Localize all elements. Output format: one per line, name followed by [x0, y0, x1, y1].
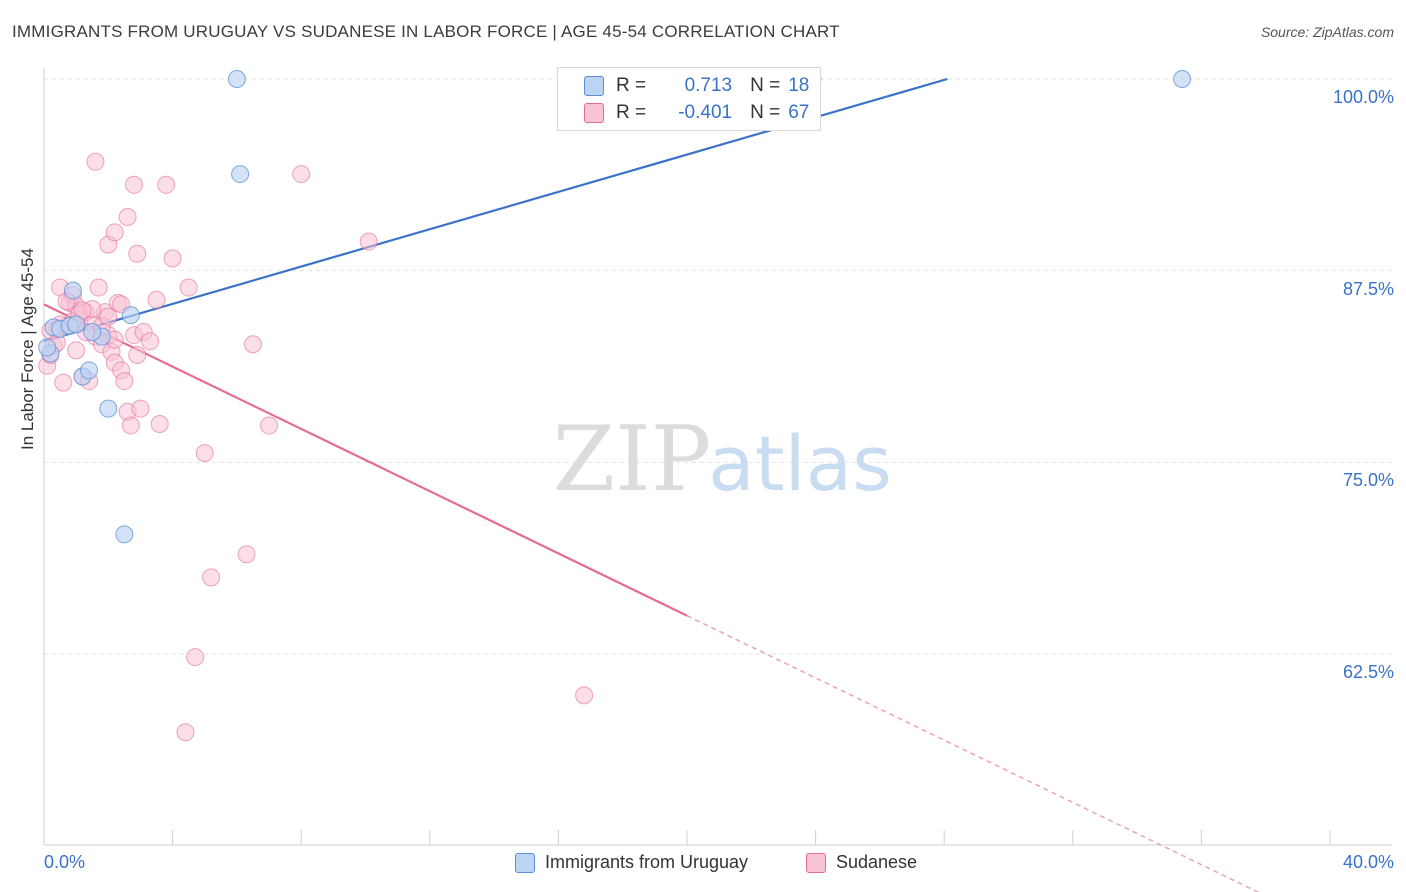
point-uruguay: [1173, 70, 1192, 88]
n-label: N =: [750, 102, 781, 123]
point-sudanese: [147, 290, 166, 309]
n-value: 67: [788, 102, 810, 123]
series-legend: Immigrants from Uruguay Sudanese: [0, 852, 1406, 876]
point-sudanese: [105, 223, 124, 242]
point-uruguay: [80, 361, 99, 380]
y-tick-label: 75.0%: [1342, 470, 1394, 491]
trendline-sudanese-extension: [686, 614, 1260, 892]
n-label: N =: [750, 75, 781, 96]
axes: [43, 68, 1392, 846]
point-sudanese: [163, 249, 182, 268]
uruguay-swatch: [584, 76, 604, 96]
watermark-atlas: atlas: [708, 419, 892, 508]
point-sudanese: [195, 444, 214, 463]
point-sudanese: [115, 372, 134, 391]
point-uruguay: [99, 399, 118, 418]
point-sudanese: [179, 278, 198, 297]
point-sudanese: [243, 335, 262, 354]
point-sudanese: [128, 244, 147, 263]
point-sudanese: [237, 545, 256, 564]
r-label: R =: [616, 102, 647, 123]
n-value: 18: [788, 75, 810, 96]
legend-row-uruguay: R = 0.713 N = 18: [584, 74, 809, 98]
r-label: R =: [616, 75, 647, 96]
point-sudanese: [186, 648, 205, 667]
y-tick-label: 62.5%: [1342, 662, 1394, 682]
y-axis-label: In Labor Force | Age 45-54: [18, 248, 37, 450]
point-uruguay: [231, 165, 250, 184]
point-sudanese: [260, 416, 279, 435]
data-points: [38, 70, 1192, 742]
point-uruguay: [121, 306, 140, 325]
point-uruguay: [63, 281, 82, 300]
legend-label: Sudanese: [836, 852, 918, 872]
trendline-sudanese: [43, 303, 688, 617]
point-sudanese: [118, 208, 137, 226]
point-sudanese: [99, 307, 118, 326]
point-uruguay: [227, 70, 246, 88]
correlation-legend: R = 0.713 N = 18 R = -0.401 N = 67: [557, 67, 821, 131]
point-uruguay: [67, 315, 86, 334]
sudanese-swatch: [806, 852, 826, 873]
point-sudanese: [125, 175, 144, 194]
point-sudanese: [121, 416, 140, 435]
point-sudanese: [67, 341, 86, 360]
point-sudanese: [86, 152, 105, 171]
point-uruguay: [38, 338, 57, 357]
legend-item-sudanese[interactable]: Sudanese: [806, 852, 917, 873]
legend-label: Immigrants from Uruguay: [545, 852, 749, 872]
y-tick-label: 100.0%: [1332, 87, 1394, 107]
legend-row-sudanese: R = -0.401 N = 67: [584, 101, 809, 125]
point-uruguay: [115, 525, 134, 544]
point-sudanese: [131, 399, 150, 418]
chart-title: IMMIGRANTS FROM URUGUAY VS SUDANESE IN L…: [12, 22, 840, 41]
y-tick-label: 87.5%: [1342, 278, 1394, 299]
uruguay-swatch: [515, 852, 535, 873]
point-sudanese: [141, 332, 160, 351]
point-sudanese: [157, 175, 176, 194]
point-sudanese: [575, 686, 594, 705]
point-sudanese: [176, 723, 195, 742]
point-sudanese: [359, 232, 378, 251]
point-sudanese: [89, 278, 108, 297]
legend-item-uruguay[interactable]: Immigrants from Uruguay: [515, 852, 748, 873]
r-value: 0.713: [684, 75, 733, 96]
point-uruguay: [83, 323, 102, 341]
source-label: Source: ZipAtlas.com: [1260, 24, 1394, 40]
x-tick-label-min: 0.0%: [44, 852, 86, 872]
grid-lines: [44, 78, 1392, 655]
point-sudanese: [202, 568, 221, 587]
point-sudanese: [150, 415, 169, 433]
point-sudanese: [54, 373, 73, 392]
point-sudanese: [292, 165, 311, 184]
watermark-zip: ZIP: [553, 407, 712, 512]
sudanese-swatch: [584, 103, 604, 123]
point-sudanese: [128, 346, 147, 364]
r-value: -0.401: [678, 102, 733, 123]
x-tick-label-max: 40.0%: [1342, 852, 1394, 872]
